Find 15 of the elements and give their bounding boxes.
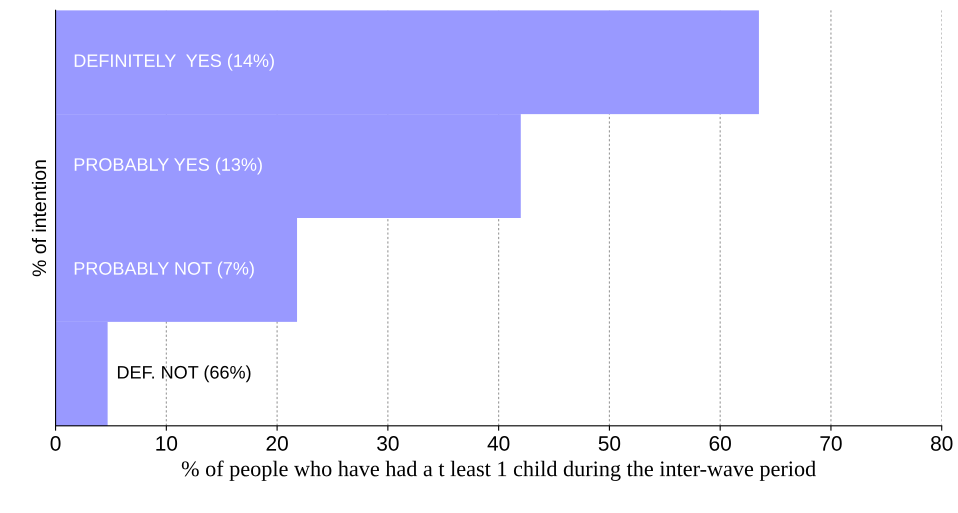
x-tick-label: 20 [266,436,288,451]
x-tick-label: 70 [820,436,842,451]
x-tick-label: 50 [598,436,620,451]
x-axis-title: % of people who have had a t least 1 child during the inter-wave period [182,460,816,481]
x-tick-label: 80 [931,436,952,451]
y-tick-label: DEF. NOT (66%) [118,365,250,382]
x-tick-label: 40 [488,436,510,451]
y-tick-label: PROBABLY NOT (7%) [74,262,254,278]
y-tick-label: DEFINITELY YES (14%) [74,54,274,71]
x-tick-label: 30 [377,436,399,451]
x-tick-label: 10 [156,436,178,451]
x-tick-label: 0 [50,436,61,451]
y-axis-title: % of intention [32,160,46,276]
y-tick-label: PROBABLY YES (13%) [74,158,262,174]
x-tick-label: 60 [710,436,731,451]
